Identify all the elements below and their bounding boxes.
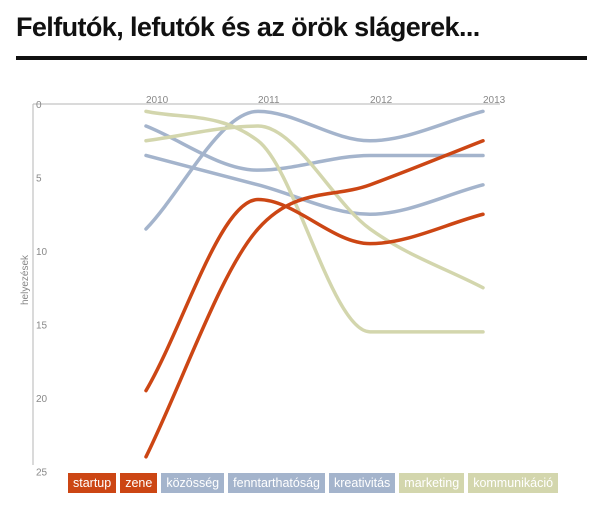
legend-item-fenntarthatóság[interactable]: fenntarthatóság: [228, 473, 326, 493]
title-divider: [16, 56, 587, 60]
series-line-startup[interactable]: [144, 139, 485, 459]
chart-legend: startup zene közösség fenntarthatóság kreati…: [68, 473, 559, 493]
series-line-közösség[interactable]: [144, 109, 485, 231]
series-line-fenntarthatóság[interactable]: [144, 153, 485, 217]
series-line-kommunikáció[interactable]: [144, 109, 485, 334]
series-line-zene[interactable]: [144, 197, 485, 393]
y-axis-label: helyezések: [20, 254, 31, 305]
chart-axes: 0 5 10 15 20 25 2010 2011 2012 2013 helyezések: [20, 95, 506, 479]
x-tick-label: 2011: [258, 95, 280, 106]
y-tick-label: 10: [36, 247, 48, 258]
x-tick-label: 2010: [146, 95, 169, 106]
y-tick-label: 25: [36, 468, 48, 479]
chart-series-lines: [144, 109, 485, 459]
x-tick-label: 2013: [483, 95, 506, 106]
legend-item-startup[interactable]: startup: [68, 473, 117, 493]
y-tick-label: 5: [36, 174, 42, 185]
legend-item-közösség[interactable]: közösség: [161, 473, 225, 493]
y-tick-label: 20: [36, 394, 48, 405]
legend-item-zene[interactable]: zene: [120, 473, 158, 493]
legend-item-kreativitás[interactable]: kreativitás: [329, 473, 396, 493]
y-tick-label: 15: [36, 321, 48, 332]
x-tick-label: 2012: [370, 95, 393, 106]
legend-item-kommunikáció[interactable]: kommunikáció: [468, 473, 559, 493]
legend-item-marketing[interactable]: marketing: [399, 473, 465, 493]
chart-title: Felfutók, lefutók és az örök slágerek...: [16, 12, 480, 42]
series-line-marketing[interactable]: [144, 124, 485, 290]
y-tick-label: 0: [36, 100, 42, 111]
